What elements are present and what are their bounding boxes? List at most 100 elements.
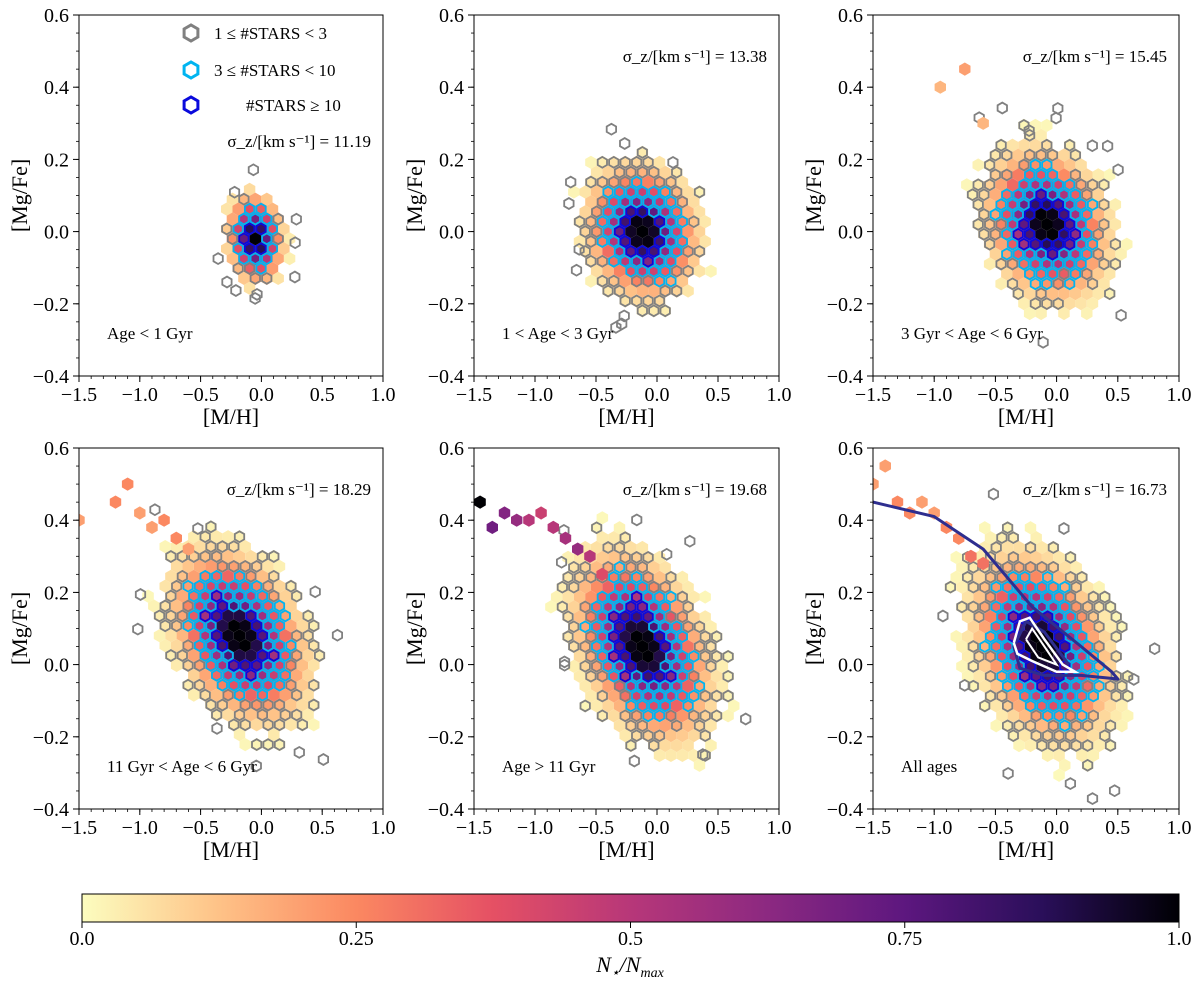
count-outline-cell	[1064, 237, 1076, 251]
hexbin-cell	[1030, 550, 1042, 564]
hexbin-layer	[474, 495, 752, 772]
hexbin-cell	[636, 225, 649, 239]
hexbin-cell	[670, 600, 683, 614]
count-outline-cell	[1053, 729, 1065, 743]
count-outline-cell	[1064, 277, 1076, 291]
count-outline-cell	[1024, 719, 1037, 733]
count-outline-cell	[665, 590, 677, 604]
hexbin-cell	[1052, 158, 1064, 172]
hexbin-cell	[608, 709, 620, 723]
hexbin-cell	[989, 188, 1002, 202]
count-outline-cell	[1002, 766, 1014, 780]
hexbin-cell	[1046, 207, 1059, 222]
hexbin-cell	[693, 699, 706, 713]
hexbin-cell	[682, 225, 694, 239]
hexbin-cell	[642, 175, 654, 189]
tail-cell	[523, 513, 535, 527]
hexbin-cell	[159, 540, 171, 554]
count-outline-cell	[613, 679, 626, 693]
count-outline-cell	[331, 628, 344, 642]
count-outline-cell	[996, 101, 1008, 115]
y-tick-label: −0.4	[827, 366, 863, 388]
count-outline-cell	[579, 659, 591, 673]
count-outline-cell	[978, 208, 990, 221]
tail-cell	[559, 531, 572, 545]
hexbin-cell	[608, 689, 620, 703]
count-outline-cell	[722, 649, 734, 663]
hexbin-cell	[1098, 237, 1110, 251]
count-outline-cell	[1029, 277, 1041, 291]
count-outline-cell	[642, 294, 654, 308]
hexbin-cell	[705, 738, 717, 753]
count-outline-cell	[1019, 649, 1031, 663]
count-outline-cell	[1013, 600, 1025, 614]
panel-1: −1.5 −1.0 −0.5 0.0 0.5 1.0 0.6 0.4 0.2 0.0 −0.2 −0.…	[7, 5, 396, 429]
count-outline-cell	[1047, 719, 1059, 733]
count-outline-cell	[1064, 178, 1076, 192]
count-outline-cell	[642, 254, 654, 268]
count-outline-cell	[1024, 208, 1036, 221]
count-outline-cell	[1076, 669, 1088, 683]
count-outline-cell	[211, 721, 223, 735]
count-outline-cell	[256, 688, 269, 702]
count-outline-cell	[1082, 659, 1094, 673]
count-outline-cell	[228, 599, 240, 613]
hexbin-cell	[568, 185, 580, 199]
count-outline-cell	[959, 678, 971, 692]
x-tick-label: 0.0	[645, 384, 670, 406]
hexbin-cell	[170, 599, 183, 613]
count-outline-cell	[1042, 570, 1054, 584]
hexbin-cell	[1070, 560, 1082, 574]
count-outline-cell	[613, 580, 626, 594]
count-outline-cell	[222, 589, 234, 603]
hexbin-cell	[676, 748, 689, 762]
count-outline-cell	[996, 610, 1008, 624]
count-outline-cell	[216, 639, 228, 653]
hexbin-cell	[283, 252, 296, 266]
count-outline-cell	[291, 708, 303, 722]
count-outline-cell	[1006, 277, 1019, 291]
count-outline-cell	[579, 225, 591, 239]
hexbin-cell	[296, 658, 309, 672]
hexbin-cell	[268, 708, 280, 722]
count-outline-cell	[245, 668, 257, 682]
hexbin-cell	[233, 648, 246, 663]
count-outline-cell	[937, 609, 949, 623]
y-axis-label: [Mg/Fe]	[402, 592, 427, 665]
tail-cell	[584, 549, 596, 563]
count-outline-cell	[562, 570, 574, 584]
tail-cell	[109, 495, 122, 509]
hexbin-cell	[670, 580, 683, 594]
hexbin-cell	[245, 549, 257, 564]
tail-cell	[547, 520, 559, 534]
hexbin-cell	[613, 521, 626, 535]
count-outline-cell	[192, 522, 204, 536]
hexbin-cell	[995, 237, 1007, 251]
hexbin-cell	[602, 699, 614, 713]
count-outline-cell	[1002, 521, 1014, 535]
hexbin-cell	[153, 629, 166, 643]
x-tick-label: 1.0	[1167, 817, 1192, 839]
count-outline-cell	[676, 669, 688, 683]
count-outline-cell	[631, 550, 643, 564]
hexbin-cell	[590, 679, 603, 693]
contour-inner	[1012, 616, 1080, 674]
hexbin-cell	[682, 580, 694, 594]
hexbin-cell	[983, 198, 996, 212]
hexbin-cell	[170, 658, 183, 672]
count-outline-cell	[1099, 590, 1111, 604]
hexbin-cell	[1059, 560, 1071, 574]
count-outline-cell	[262, 738, 274, 752]
count-outline-cell	[249, 252, 261, 266]
count-outline-cell	[1149, 642, 1161, 656]
hexbin-cell	[619, 274, 631, 288]
x-tick-label: 0.0	[1044, 384, 1069, 406]
hexbin-cell	[1086, 257, 1099, 271]
count-outline-cell	[944, 580, 956, 594]
hexbin-cell	[199, 668, 211, 682]
y-tick-label: 0.2	[838, 149, 863, 171]
hexbin-cell	[148, 599, 160, 613]
count-outline-cell	[591, 620, 603, 634]
hexbin-cell	[216, 619, 229, 633]
count-outline-cell	[956, 600, 968, 614]
